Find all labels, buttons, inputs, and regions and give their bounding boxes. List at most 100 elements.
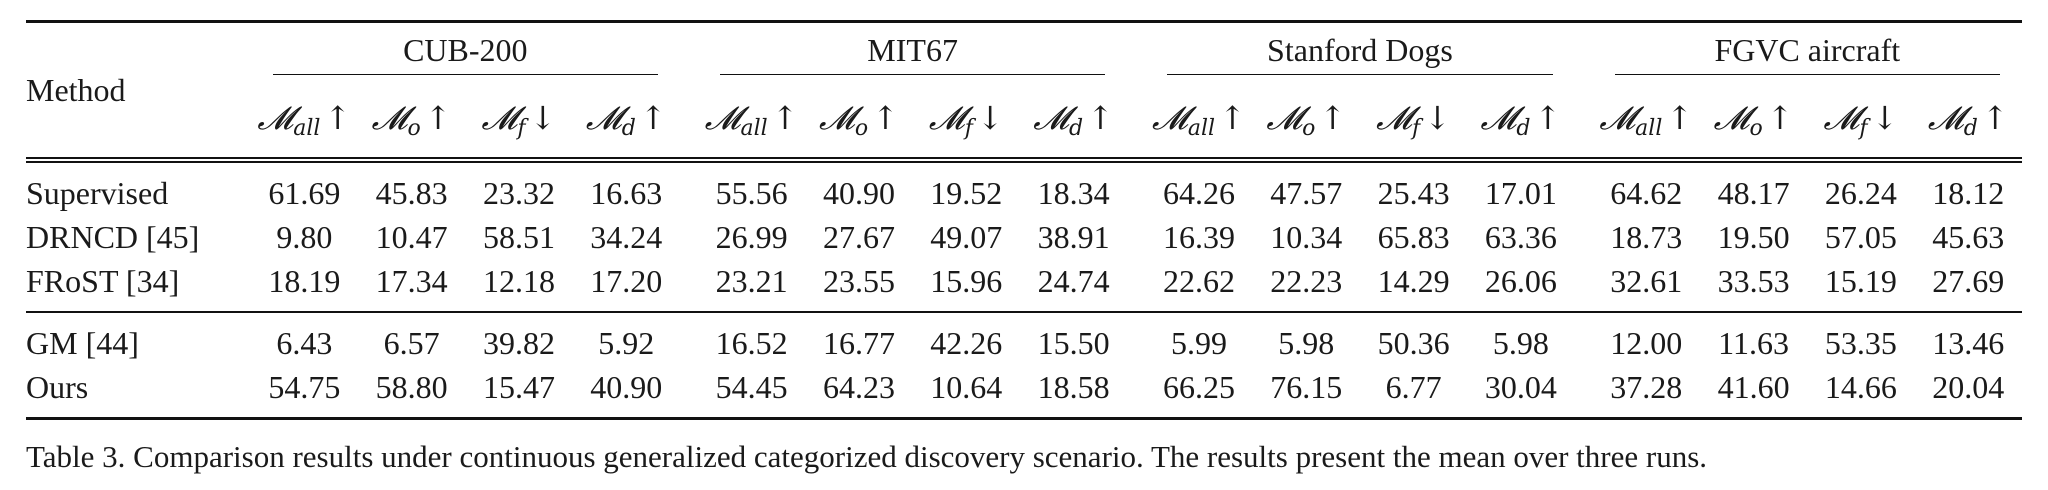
value-cell: 5.92 <box>598 325 655 361</box>
value-cell: 40.90 <box>822 175 895 211</box>
metric-direction-arrow: ↑ <box>1534 99 1562 137</box>
value-cell: 6.77 <box>1385 369 1442 405</box>
metric-symbol: 𝓜 <box>371 99 408 137</box>
value-cell: 37.28 <box>1610 369 1683 405</box>
value-cell: 45.63 <box>1932 219 2005 255</box>
metric-direction-arrow: ↓ <box>529 99 557 137</box>
value-cell: 55.56 <box>715 175 788 211</box>
table-caption: Table 3. Comparison results under contin… <box>26 439 1708 474</box>
method-column-header: Method <box>26 72 126 108</box>
table-row: DRNCD [45] 9.80 10.47 58.51 34.24 26.99 27.67 4… <box>26 215 2022 259</box>
metric-subscript: all <box>1187 116 1216 141</box>
value-cell: 64.62 <box>1610 175 1683 211</box>
table-row: Supervised 61.69 45.83 23.32 16.63 55.56 40.90… <box>26 160 2022 215</box>
column-gap <box>1127 259 1145 312</box>
value-cell: 25.43 <box>1377 175 1450 211</box>
method-name-cell: FRoST [34] <box>26 263 180 299</box>
method-name-cell: GM [44] <box>26 325 139 361</box>
value-cell: 48.17 <box>1717 175 1790 211</box>
column-gap <box>233 259 251 312</box>
value-cell: 40.90 <box>590 369 663 405</box>
metric-symbol: 𝓜 <box>1599 99 1636 137</box>
column-gap <box>1127 312 1145 365</box>
value-cell: 50.36 <box>1377 325 1450 361</box>
value-cell: 27.67 <box>822 219 895 255</box>
column-gap <box>680 85 698 160</box>
value-cell: 16.39 <box>1162 219 1235 255</box>
group-header-stanford-dogs: Stanford Dogs <box>1145 22 1574 86</box>
value-cell: 17.01 <box>1484 175 1557 211</box>
value-cell: 15.50 <box>1037 325 1110 361</box>
metric-subscript: o <box>1302 116 1316 141</box>
metric-direction-arrow: ↓ <box>1871 99 1899 137</box>
value-cell: 17.20 <box>590 263 663 299</box>
column-gap <box>680 160 698 215</box>
value-cell: 14.66 <box>1824 369 1897 405</box>
column-gap <box>233 365 251 419</box>
value-cell: 45.83 <box>375 175 448 211</box>
metric-header-o: 𝓜o ↑ <box>1700 85 1807 160</box>
method-name-cell: DRNCD [45] <box>26 219 200 255</box>
metric-subscript: f <box>517 116 526 141</box>
metric-subscript: d <box>1516 116 1531 141</box>
column-gap <box>233 160 251 215</box>
metric-symbol: 𝓜 <box>1376 99 1413 137</box>
value-cell: 12.00 <box>1610 325 1683 361</box>
metric-direction-arrow: ↑ <box>771 99 799 137</box>
table-body: Supervised 61.69 45.83 23.32 16.63 55.56 40.90… <box>26 160 2022 419</box>
metric-header-all: 𝓜all ↑ <box>251 85 358 160</box>
column-gap <box>680 365 698 419</box>
metric-direction-arrow: ↑ <box>1087 99 1114 137</box>
group-header-mit67: MIT67 <box>698 22 1127 86</box>
value-cell: 30.04 <box>1484 369 1557 405</box>
table-row: Ours 54.75 58.80 15.47 40.90 54.45 64.23 10.64 1… <box>26 365 2022 419</box>
value-cell: 6.57 <box>383 325 440 361</box>
metric-header-row: 𝓜all ↑ 𝓜o ↑ 𝓜f ↓ 𝓜d ↑ 𝓜all ↑ 𝓜o ↑ 𝓜f ↓ 𝓜d ↑ 𝓜all ↑ 𝓜o ↑ 𝓜f ↓ 𝓜… <box>26 85 2022 160</box>
method-name-cell: Ours <box>26 369 89 405</box>
value-cell: 23.32 <box>482 175 555 211</box>
value-cell: 26.24 <box>1824 175 1897 211</box>
value-cell: 63.36 <box>1484 219 1557 255</box>
column-gap <box>680 259 698 312</box>
value-cell: 5.98 <box>1492 325 1549 361</box>
column-gap <box>1127 85 1145 160</box>
value-cell: 54.75 <box>268 369 341 405</box>
metric-direction-arrow: ↑ <box>1319 99 1347 137</box>
metric-symbol: 𝓜 <box>1480 99 1517 137</box>
metric-header-f: 𝓜f ↓ <box>465 85 572 160</box>
metric-direction-arrow: ↑ <box>1981 99 2009 137</box>
metric-symbol: 𝓜 <box>585 99 622 137</box>
table-row: FRoST [34] 18.19 17.34 12.18 17.20 23.21 23.55… <box>26 259 2022 312</box>
value-cell: 10.47 <box>375 219 448 255</box>
column-gap <box>233 85 251 160</box>
column-gap <box>1575 85 1593 160</box>
metric-symbol: 𝓜 <box>928 99 965 137</box>
value-cell: 10.34 <box>1270 219 1343 255</box>
metric-direction-arrow: ↑ <box>324 99 352 137</box>
value-cell: 15.47 <box>482 369 555 405</box>
metric-subscript: f <box>964 116 973 141</box>
metric-direction-arrow: ↑ <box>1766 99 1794 137</box>
value-cell: 16.77 <box>822 325 895 361</box>
column-gap <box>1127 160 1145 215</box>
column-gap <box>1575 215 1593 259</box>
value-cell: 58.51 <box>482 219 555 255</box>
metric-direction-arrow: ↑ <box>872 99 899 137</box>
column-gap <box>1575 312 1593 365</box>
column-gap <box>1575 160 1593 215</box>
group-header-fgvc-aircraft: FGVC aircraft <box>1593 22 2022 86</box>
group-label: FGVC aircraft <box>1614 34 2000 75</box>
value-cell: 19.50 <box>1717 219 1790 255</box>
value-cell: 13.46 <box>1932 325 2005 361</box>
metric-symbol: 𝓜 <box>818 99 855 137</box>
value-cell: 15.96 <box>930 263 1003 299</box>
results-table: Method CUB-200 MIT67 Stanford Dogs FGVC … <box>26 20 2022 420</box>
metric-subscript: all <box>293 116 321 141</box>
value-cell: 64.26 <box>1162 175 1235 211</box>
value-cell: 26.99 <box>715 219 788 255</box>
metric-header-all: 𝓜all ↑ <box>1593 85 1700 160</box>
value-cell: 24.74 <box>1037 263 1110 299</box>
method-name-cell: Supervised <box>26 175 169 211</box>
metric-direction-arrow: ↑ <box>424 99 452 137</box>
metric-subscript: f <box>1859 116 1868 141</box>
